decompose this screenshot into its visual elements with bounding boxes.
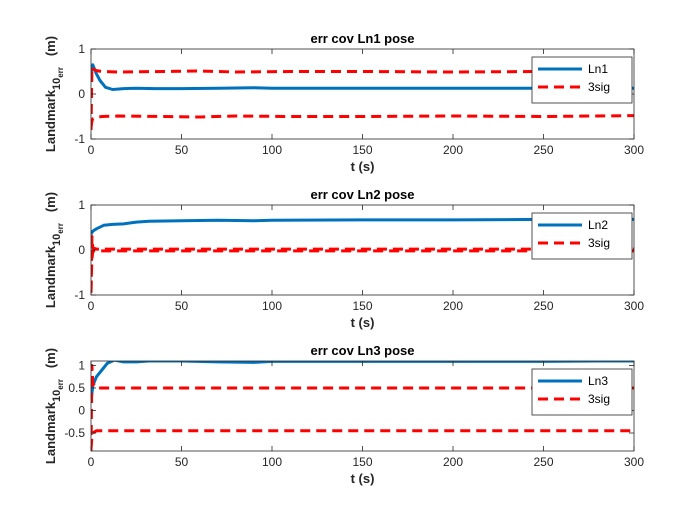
legend: Ln1 3sig (531, 56, 633, 104)
x-tick-label: 0 (88, 455, 95, 469)
legend-box (531, 368, 633, 416)
legend-box (531, 212, 633, 260)
x-tick-label: 150 (352, 299, 372, 313)
x-tick-label: 300 (624, 143, 644, 157)
x-tick-label: 100 (262, 143, 282, 157)
subplot-3: 0 50 100 150 200 250 300 -0.5 0 0.5 1 err cov Ln3 p… (43, 343, 644, 486)
x-tick-label: 0 (88, 299, 95, 313)
x-tick-label: 300 (624, 299, 644, 313)
x-tick-label: 150 (352, 455, 372, 469)
chart-title: err cov Ln1 pose (310, 31, 414, 46)
x-tick-label: 200 (443, 299, 463, 313)
x-tick-label: 50 (175, 299, 189, 313)
x-tick-label: 250 (533, 299, 553, 313)
x-tick-label: 200 (443, 455, 463, 469)
x-tick-label: 300 (624, 455, 644, 469)
y-tick-label: -1 (74, 132, 85, 146)
y-tick-label: 0.5 (68, 381, 85, 395)
y-tick-label: -1 (74, 288, 85, 302)
x-tick-label: 200 (443, 143, 463, 157)
legend-label-ln2: Ln2 (588, 218, 608, 232)
x-tick-label: 150 (352, 143, 372, 157)
legend-box (531, 56, 633, 104)
x-axis-label: t (s) (351, 159, 375, 174)
legend-label-ln3: Ln3 (588, 374, 608, 388)
y-tick-label: -0.5 (64, 426, 85, 440)
series-3sig-lower (91, 114, 634, 128)
y-axis-label: Landmark10err (m) (43, 348, 65, 464)
chart-title: err cov Ln2 pose (310, 187, 414, 202)
series-3sig-lower (91, 429, 634, 449)
series-3sig (91, 364, 634, 451)
y-tick-label: 0 (78, 243, 85, 257)
y-axis-label: Landmark10err (m) (43, 36, 65, 152)
x-tick-label: 50 (175, 455, 189, 469)
x-tick-label: 50 (175, 143, 189, 157)
legend-label-3sig: 3sig (588, 392, 610, 406)
chart-title: err cov Ln3 pose (310, 343, 414, 358)
series-3sig-lower (91, 249, 634, 291)
series-3sig (91, 65, 634, 131)
y-tick-label: 1 (78, 359, 85, 373)
series-ln2 (91, 217, 634, 236)
y-tick-label: 0 (78, 87, 85, 101)
y-tick-label: 1 (78, 42, 85, 56)
y-tick-label: 1 (78, 198, 85, 212)
x-axis-label: t (s) (351, 471, 375, 486)
x-tick-label: 100 (262, 299, 282, 313)
y-tick-label: 0 (78, 404, 85, 418)
legend-label-3sig: 3sig (588, 236, 610, 250)
x-tick-label: 250 (533, 455, 553, 469)
series-3sig (91, 235, 634, 293)
legend-label-ln1: Ln1 (588, 62, 608, 76)
legend: Ln2 3sig (531, 212, 633, 260)
x-axis-label: t (s) (351, 315, 375, 330)
x-tick-label: 250 (533, 143, 553, 157)
legend-label-3sig: 3sig (588, 80, 610, 94)
y-axis-label: Landmark10err (m) (43, 192, 65, 308)
x-tick-label: 0 (88, 143, 95, 157)
x-tick-label: 100 (262, 455, 282, 469)
legend: Ln3 3sig (531, 368, 633, 416)
series-ln1 (91, 63, 634, 91)
